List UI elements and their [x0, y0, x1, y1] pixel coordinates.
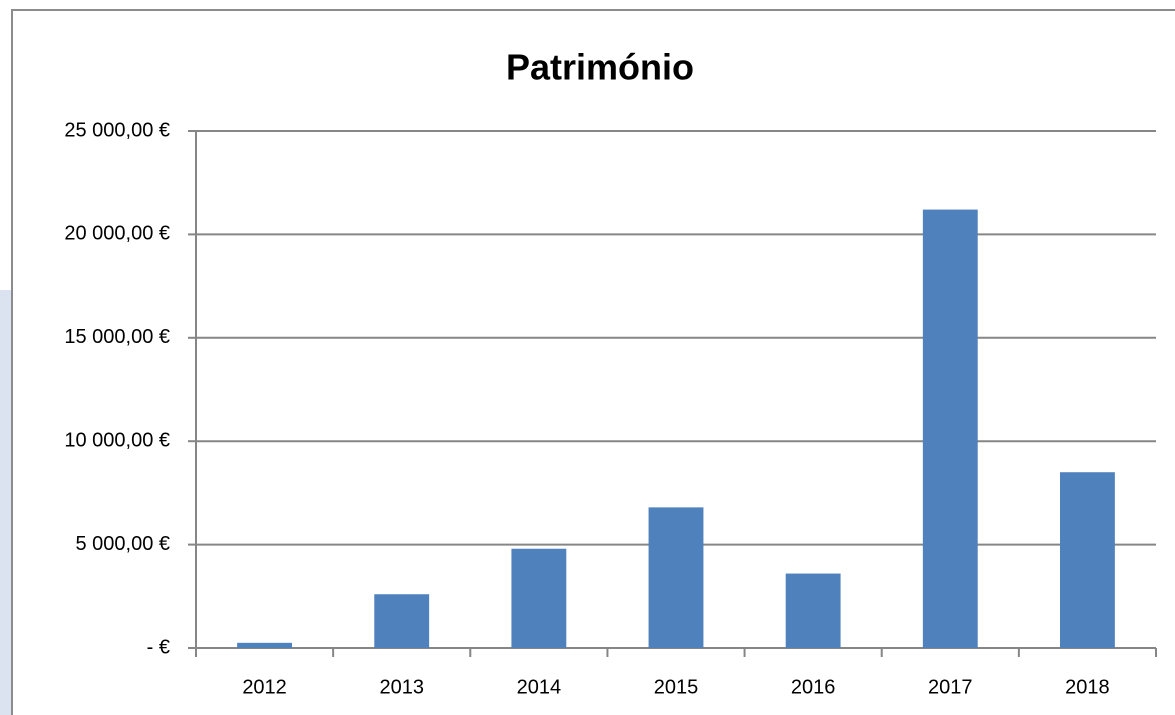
y-tick-label: 10 000,00 € — [64, 429, 170, 451]
chart-title: Património — [506, 47, 694, 88]
y-tick-label: 5 000,00 € — [75, 533, 170, 555]
x-tick-label: 2017 — [928, 676, 973, 698]
x-tick-label: 2018 — [1065, 676, 1110, 698]
x-tick-label: 2012 — [242, 676, 287, 698]
bar — [1060, 472, 1115, 648]
bar — [785, 573, 841, 648]
x-tick-label: 2014 — [517, 676, 562, 698]
bar — [237, 642, 292, 648]
x-tick-label: 2013 — [379, 676, 424, 698]
bar — [922, 209, 978, 649]
y-tick-label: 25 000,00 € — [64, 119, 170, 141]
bar — [374, 594, 430, 648]
x-tick-label: 2015 — [654, 676, 699, 698]
y-tick-label: 15 000,00 € — [64, 326, 170, 348]
bar — [511, 548, 567, 648]
bar — [648, 507, 704, 648]
x-tick-label: 2016 — [791, 676, 836, 698]
side-strip — [0, 290, 12, 715]
chart-frame — [11, 9, 1175, 715]
y-tick-label: 20 000,00 € — [64, 223, 170, 245]
y-tick-label: - € — [147, 636, 170, 658]
